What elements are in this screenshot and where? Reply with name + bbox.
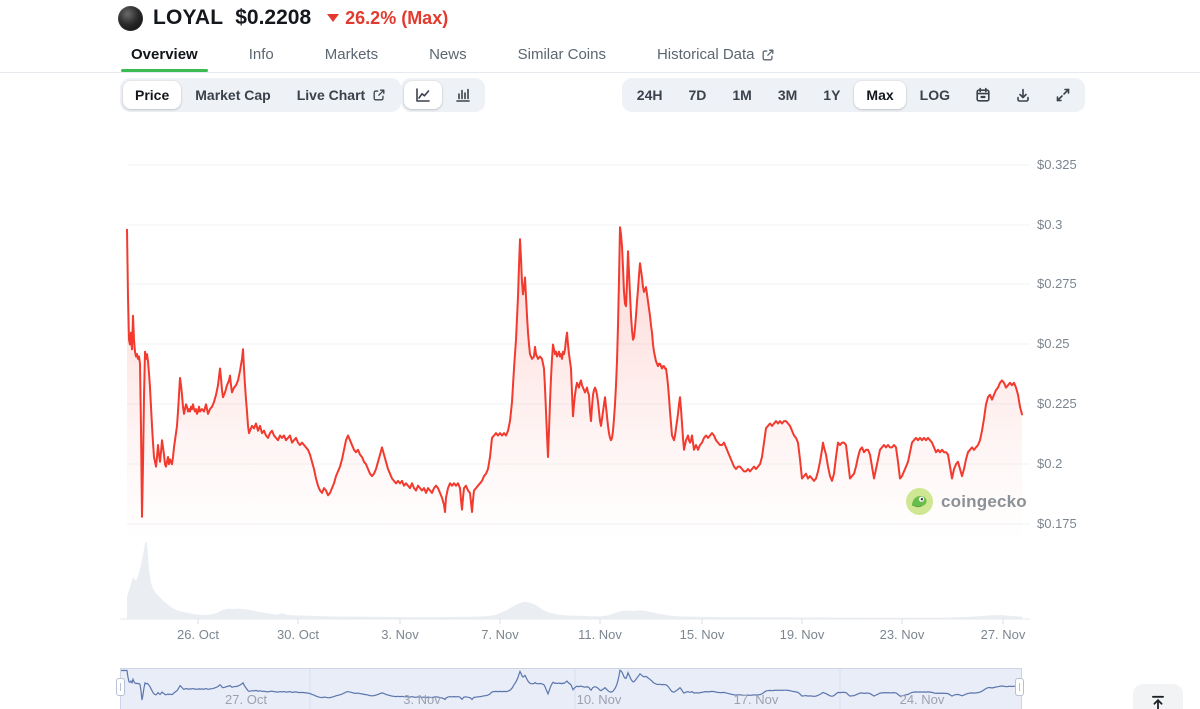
tab-similar-coins[interactable]: Similar Coins	[508, 38, 616, 72]
range-log-button[interactable]: LOG	[908, 81, 962, 109]
coingecko-gecko-icon	[906, 488, 933, 515]
navigator-date-label: 10. Nov	[576, 692, 622, 707]
range-navigator[interactable]: 27. Oct 3. Nov 10. Nov 17. Nov 24. Nov	[116, 668, 1024, 709]
scroll-to-top-icon	[1152, 695, 1164, 709]
triangle-down-icon	[327, 14, 340, 22]
y-axis-label: $0.225	[1037, 396, 1077, 411]
price-chart-plot[interactable]	[0, 0, 1200, 660]
coin-header: LOYAL $0.2208 26.2% (Max)	[118, 2, 448, 34]
tab-label: News	[429, 46, 467, 63]
calendar-button[interactable]	[964, 81, 1002, 109]
coin-symbol: LOYAL	[153, 6, 224, 29]
x-axis-label: 11. Nov	[578, 627, 622, 642]
range-1y-button[interactable]: 1Y	[811, 81, 852, 109]
navigator-plot	[121, 669, 1023, 709]
y-axis-label: $0.175	[1037, 516, 1077, 531]
price-line-series	[126, 226, 1023, 518]
range-24h-button[interactable]: 24H	[625, 81, 675, 109]
tab-info[interactable]: Info	[239, 38, 284, 72]
navigator-date-label: 3. Nov	[403, 692, 441, 707]
tab-label: Markets	[324, 46, 379, 63]
fullscreen-button[interactable]	[1044, 81, 1082, 109]
price-button[interactable]: Price	[123, 81, 182, 109]
coin-logo-icon	[118, 5, 143, 31]
y-axis-label: $0.3	[1037, 217, 1063, 232]
x-axis-label: 7. Nov	[481, 627, 519, 642]
tab-news[interactable]: News	[419, 38, 477, 72]
x-axis-label: 26. Oct	[177, 627, 219, 642]
x-axis	[120, 618, 1030, 624]
line-chart-icon	[416, 88, 430, 102]
navigator-date-label: 27. Oct	[225, 692, 267, 707]
range-max-button[interactable]: Max	[854, 81, 906, 109]
range-3m-button[interactable]: 3M	[766, 81, 809, 109]
bar-chart-icon	[456, 88, 470, 102]
coin-price: $0.2208	[235, 6, 312, 29]
fullscreen-expand-icon	[1056, 88, 1070, 102]
divider	[0, 72, 1200, 73]
navigator-right-handle[interactable]	[1015, 678, 1024, 696]
y-axis-label: $0.325	[1037, 157, 1077, 172]
download-icon	[1017, 88, 1029, 102]
button-label: Live Chart	[296, 87, 366, 103]
external-link-icon	[762, 49, 773, 61]
external-link-icon	[373, 89, 385, 101]
x-axis-label: 30. Oct	[277, 627, 319, 642]
metric-switcher: Price Market Cap Live Chart	[120, 78, 402, 112]
x-axis-label: 19. Nov	[779, 627, 825, 642]
range-switcher: 24H 7D 1M 3M 1Y Max LOG	[621, 78, 1085, 112]
button-label: Price	[135, 87, 170, 103]
price-area-fill	[127, 227, 1022, 620]
y-axis-label: $0.2	[1037, 456, 1063, 471]
tab-label: Info	[248, 46, 274, 63]
scroll-to-top-button[interactable]	[1133, 684, 1183, 709]
y-axis-label: $0.25	[1037, 336, 1070, 351]
tab-overview[interactable]: Overview	[121, 38, 208, 72]
tab-bar: Overview Info Markets News Similar Coins Hist…	[121, 38, 785, 72]
price-change: 26.2% (Max)	[327, 8, 448, 29]
x-axis-label: 23. Nov	[879, 627, 925, 642]
download-button[interactable]	[1004, 81, 1042, 109]
navigator-date-label: 24. Nov	[899, 692, 945, 707]
tab-label: Historical Data	[656, 46, 755, 63]
tab-historical-data[interactable]: Historical Data	[647, 38, 785, 72]
navigator-date-label: 17. Nov	[733, 692, 779, 707]
x-axis-label: 27. Nov	[980, 627, 1026, 642]
navigator-series	[121, 669, 1023, 701]
chart-type-switcher	[401, 78, 485, 112]
tab-label: Overview	[131, 46, 198, 63]
tab-markets[interactable]: Markets	[315, 38, 388, 72]
button-label: Market Cap	[195, 87, 271, 103]
line-chart-type-button[interactable]	[404, 81, 442, 109]
watermark-label: coingecko	[941, 491, 1027, 511]
bar-chart-type-button[interactable]	[444, 81, 482, 109]
y-axis-label: $0.275	[1037, 276, 1077, 291]
price-change-text: 26.2% (Max)	[345, 7, 449, 28]
x-axis-label: 3. Nov	[381, 627, 419, 642]
navigator-left-handle[interactable]	[116, 678, 125, 696]
tab-label: Similar Coins	[517, 46, 606, 63]
range-1m-button[interactable]: 1M	[720, 81, 763, 109]
live-chart-button[interactable]: Live Chart	[285, 81, 398, 109]
range-7d-button[interactable]: 7D	[676, 81, 718, 109]
market-cap-button[interactable]: Market Cap	[183, 81, 282, 109]
x-axis-label: 15. Nov	[679, 627, 725, 642]
range-buttons: 24H 7D 1M 3M 1Y Max LOG	[625, 81, 962, 109]
calendar-icon	[976, 87, 990, 102]
coingecko-watermark: coingecko	[906, 488, 1027, 515]
